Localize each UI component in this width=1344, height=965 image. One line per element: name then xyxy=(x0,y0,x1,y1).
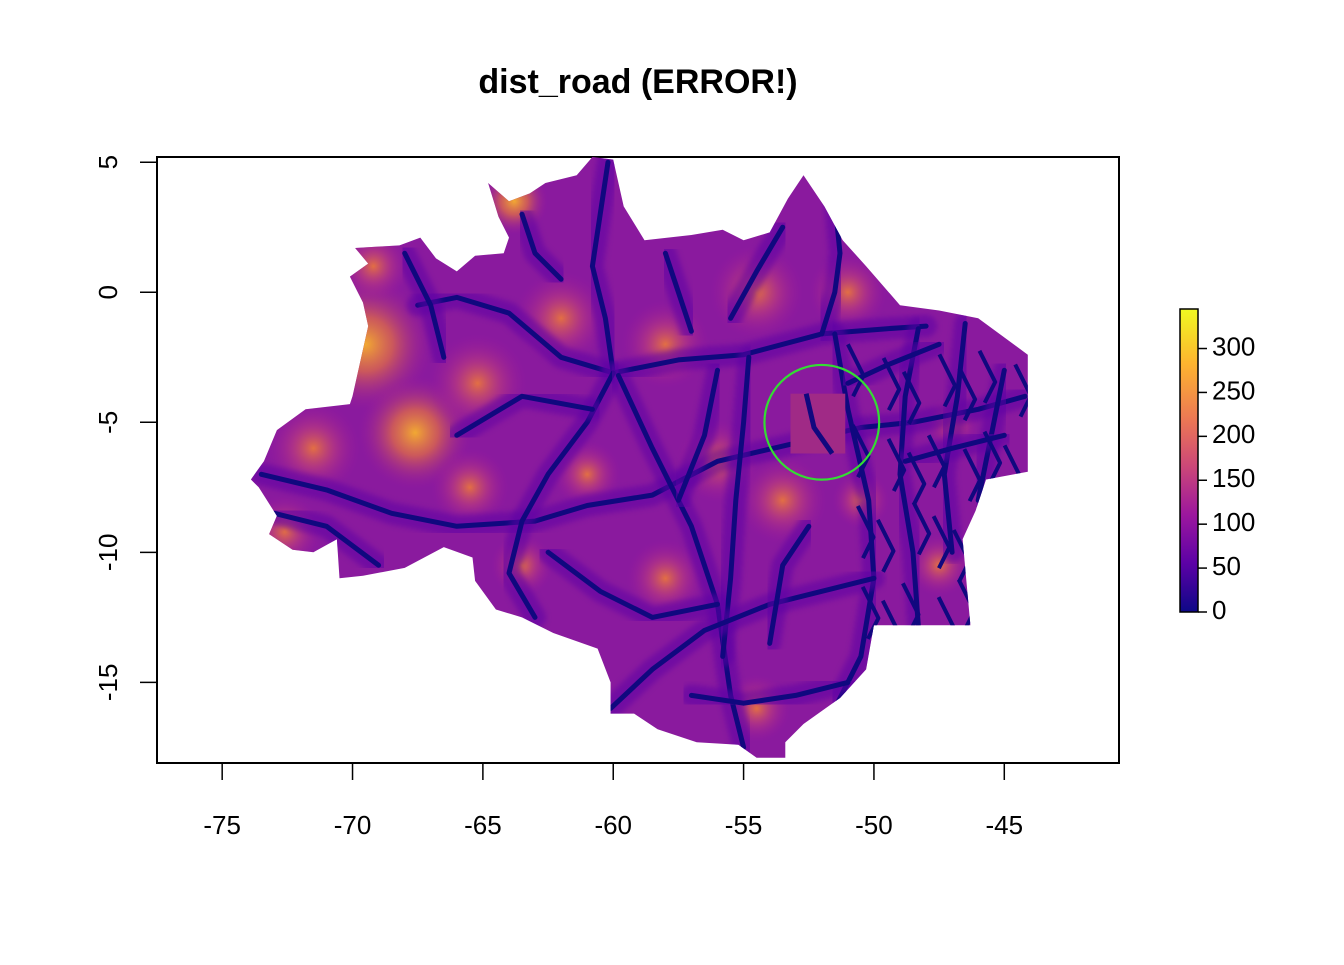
road-line xyxy=(881,357,902,411)
road-line xyxy=(1013,363,1028,418)
road-line xyxy=(688,679,851,706)
road-network xyxy=(250,157,1028,758)
road-line xyxy=(982,430,1003,485)
legend-tick-label: 200 xyxy=(1212,419,1255,449)
y-tick-label: -15 xyxy=(93,664,123,702)
road-line xyxy=(856,505,876,559)
road-line xyxy=(962,448,982,502)
road-line xyxy=(941,321,968,555)
legend-colorbar xyxy=(1179,308,1199,613)
legend-tick-label: 50 xyxy=(1212,551,1241,581)
road-line xyxy=(977,349,998,404)
road-line xyxy=(911,501,932,556)
legend-tick-label: 0 xyxy=(1212,595,1226,625)
road-line xyxy=(846,343,866,398)
x-tick-label: -70 xyxy=(334,810,372,840)
road-line xyxy=(545,549,720,620)
road-line xyxy=(987,511,1008,566)
road-line xyxy=(886,438,907,492)
road-line xyxy=(901,370,922,425)
road-line xyxy=(931,515,952,570)
y-tick-label: -10 xyxy=(93,534,123,572)
x-tick-label: -60 xyxy=(594,810,632,840)
color-legend: 0 50 100 150 200 250 300 xyxy=(1179,308,1255,625)
y-tick-label: -5 xyxy=(93,411,123,434)
y-axis: 5 0 -5 -10 -15 xyxy=(93,155,158,702)
road-line xyxy=(675,367,720,503)
road-line xyxy=(860,586,881,640)
road-line xyxy=(728,224,786,321)
road-line xyxy=(271,510,382,568)
raster-layer xyxy=(250,157,1028,758)
road-line xyxy=(415,294,929,376)
road-line xyxy=(589,159,616,376)
road-line xyxy=(957,367,978,422)
error-highlight-circle xyxy=(763,363,881,481)
x-tick-label: -55 xyxy=(725,810,763,840)
road-line xyxy=(519,211,564,282)
x-axis: -75 -70 -65 -60 -55 -50 -45 xyxy=(203,762,1024,840)
legend-tick-label: 300 xyxy=(1212,331,1255,361)
map-title: dist_road (ERROR!) xyxy=(478,63,797,101)
road-line xyxy=(454,393,595,438)
y-tick-label: 0 xyxy=(93,285,123,299)
legend-tick-label: 150 xyxy=(1212,463,1255,493)
road-line xyxy=(926,434,947,489)
road-line xyxy=(803,393,835,455)
road-line xyxy=(662,250,694,334)
x-tick-label: -50 xyxy=(855,810,893,840)
road-line xyxy=(767,523,812,646)
x-tick-label: -45 xyxy=(986,810,1024,840)
road-line xyxy=(402,250,447,360)
road-line xyxy=(1007,525,1028,580)
y-tick-label: 5 xyxy=(93,155,123,169)
road-line xyxy=(906,451,927,506)
error-patch xyxy=(790,393,846,455)
x-tick-label: -65 xyxy=(464,810,502,840)
road-line xyxy=(608,575,877,711)
road-line xyxy=(937,353,957,408)
legend-tick-label: 100 xyxy=(1212,507,1255,537)
legend-tick-label: 250 xyxy=(1212,375,1255,405)
road-line xyxy=(876,518,896,573)
error-patch-rect xyxy=(790,393,846,454)
x-tick-label: -75 xyxy=(203,810,241,840)
